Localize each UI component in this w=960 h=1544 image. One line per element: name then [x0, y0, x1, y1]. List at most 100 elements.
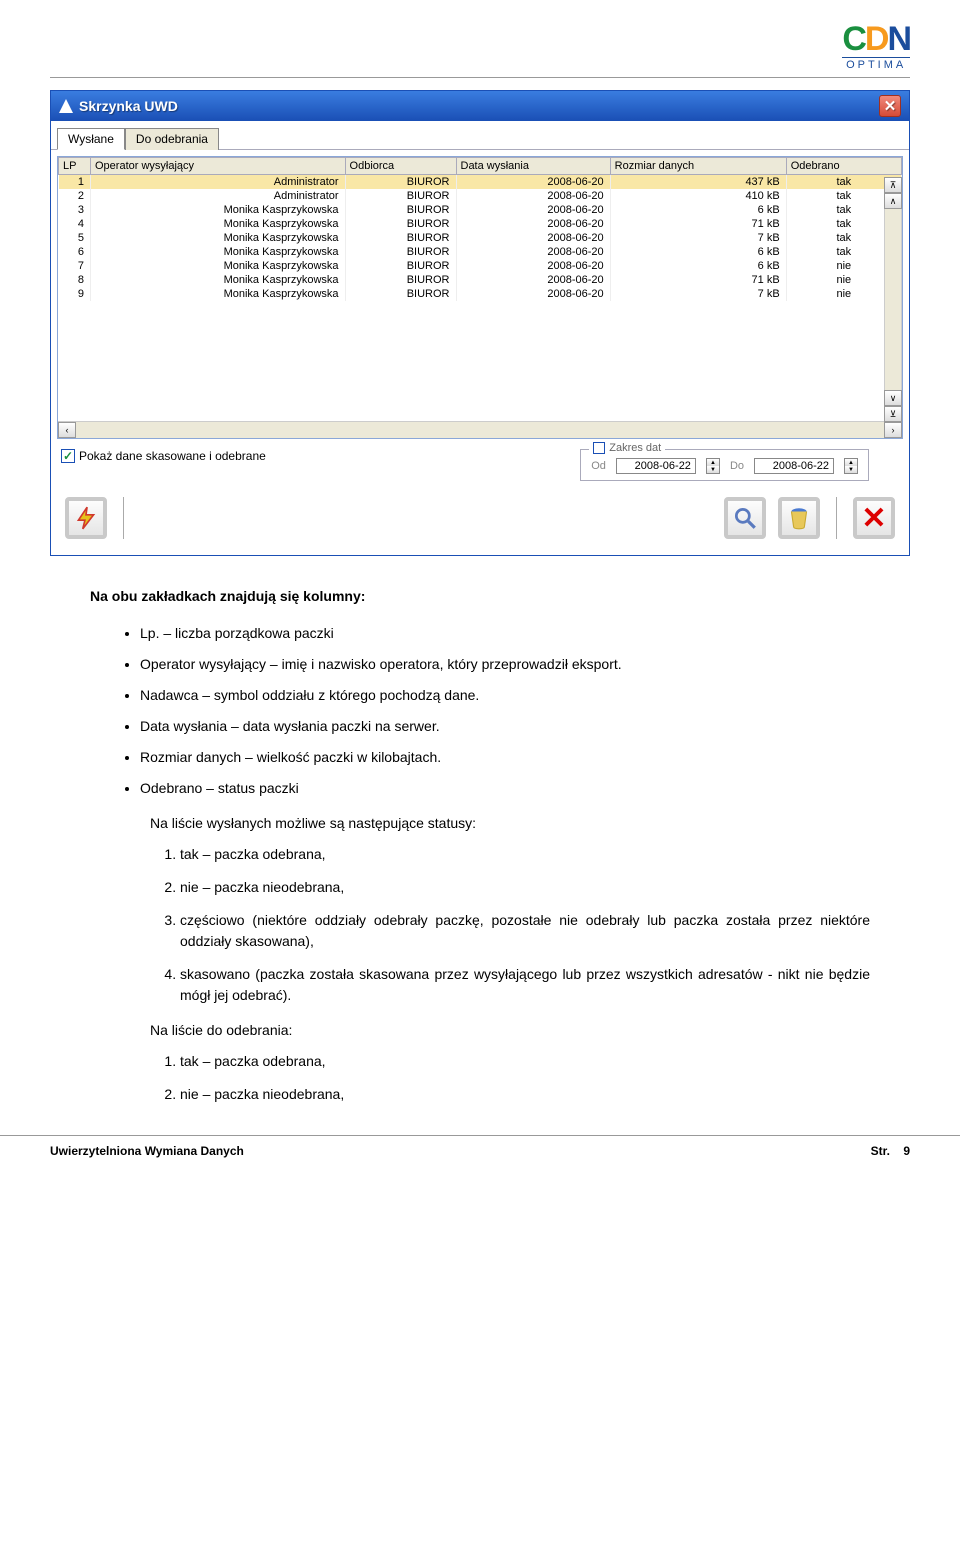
cell-data: 2008-06-20	[456, 203, 610, 217]
cell-roz: 71 kB	[610, 273, 786, 287]
status-item: częściowo (niektóre oddziały odebrały pa…	[180, 910, 870, 952]
checkbox-icon[interactable]: ✓	[61, 449, 75, 463]
cell-roz: 6 kB	[610, 259, 786, 273]
table-row[interactable]: 1AdministratorBIUROR2008-06-20437 kBtak	[59, 175, 902, 190]
status-item: nie – paczka nieodebrana,	[180, 1084, 870, 1105]
logo-part3: N	[887, 20, 910, 58]
bullet-item: Data wysłania – data wysłania paczki na …	[140, 716, 870, 737]
column-header[interactable]: Operator wysyłający	[91, 158, 346, 175]
logo-part2: D	[865, 20, 888, 58]
cell-op: Administrator	[91, 175, 346, 190]
footer-left: Uwierzytelniona Wymiana Danych	[50, 1144, 244, 1158]
cell-lp: 3	[59, 203, 91, 217]
bullet-item: Nadawca – symbol oddziału z którego poch…	[140, 685, 870, 706]
search-button[interactable]	[724, 497, 766, 539]
date-to-label: Do	[730, 460, 744, 472]
cell-data: 2008-06-20	[456, 217, 610, 231]
cell-roz: 6 kB	[610, 245, 786, 259]
date-from-input[interactable]: 2008-06-22	[616, 458, 696, 474]
status-item: tak – paczka odebrana,	[180, 844, 870, 865]
cell-lp: 8	[59, 273, 91, 287]
date-from-spinner[interactable]: ▲▼	[706, 458, 720, 474]
document-body: Na obu zakładkach znajdują się kolumny: …	[50, 586, 910, 1105]
cell-lp: 4	[59, 217, 91, 231]
logo: CDN OPTIMA	[842, 20, 910, 71]
table-row[interactable]: 4Monika KasprzykowskaBIUROR2008-06-2071 …	[59, 217, 902, 231]
bullet-item: Rozmiar danych – wielkość paczki w kilob…	[140, 747, 870, 768]
bullet-item: Lp. – liczba porządkowa paczki	[140, 623, 870, 644]
status-item: nie – paczka nieodebrana,	[180, 877, 870, 898]
table-row[interactable]: 5Monika KasprzykowskaBIUROR2008-06-207 k…	[59, 231, 902, 245]
cell-op: Monika Kasprzykowska	[91, 203, 346, 217]
scroll-top-icon[interactable]: ⊼	[884, 177, 902, 193]
cell-odb: BIUROR	[345, 203, 456, 217]
table-row[interactable]: 7Monika KasprzykowskaBIUROR2008-06-206 k…	[59, 259, 902, 273]
daterange-checkbox[interactable]	[593, 442, 605, 454]
bullet-item: Odebrano – status paczki	[140, 778, 870, 799]
cell-lp: 7	[59, 259, 91, 273]
data-table: LPOperator wysyłającyOdbiorcaData wysłan…	[57, 156, 903, 439]
page-header: CDN OPTIMA	[50, 20, 910, 78]
cell-data: 2008-06-20	[456, 245, 610, 259]
cell-lp: 2	[59, 189, 91, 203]
cell-op: Monika Kasprzykowska	[91, 217, 346, 231]
date-to-spinner[interactable]: ▲▼	[844, 458, 858, 474]
column-header[interactable]: Odebrano	[786, 158, 901, 175]
cell-op: Monika Kasprzykowska	[91, 287, 346, 301]
sublabel: Na liście wysłanych możliwe są następują…	[150, 813, 870, 834]
cell-data: 2008-06-20	[456, 189, 610, 203]
table-row[interactable]: 2AdministratorBIUROR2008-06-20410 kBtak	[59, 189, 902, 203]
cell-odb: BIUROR	[345, 231, 456, 245]
column-header[interactable]: Odbiorca	[345, 158, 456, 175]
cell-lp: 5	[59, 231, 91, 245]
cell-odb: BIUROR	[345, 273, 456, 287]
bullet-item: Operator wysyłający – imię i nazwisko op…	[140, 654, 870, 675]
window-skrzynka-uwd: Skrzynka UWD ✕ Wysłane Do odebrania LPOp…	[50, 90, 910, 556]
column-header[interactable]: Data wysłania	[456, 158, 610, 175]
titlebar-close-button[interactable]: ✕	[879, 95, 901, 117]
cell-odb: BIUROR	[345, 287, 456, 301]
table-row[interactable]: 8Monika KasprzykowskaBIUROR2008-06-2071 …	[59, 273, 902, 287]
close-icon: ✕	[861, 501, 886, 536]
titlebar[interactable]: Skrzynka UWD ✕	[51, 91, 909, 121]
delete-button[interactable]	[778, 497, 820, 539]
close-window-button[interactable]: ✕	[853, 497, 895, 539]
horizontal-scrollbar[interactable]: ‹ ›	[58, 421, 902, 438]
table-row[interactable]: 3Monika KasprzykowskaBIUROR2008-06-206 k…	[59, 203, 902, 217]
app-icon	[59, 99, 73, 113]
trash-icon	[786, 505, 812, 531]
cell-roz: 410 kB	[610, 189, 786, 203]
cell-op: Monika Kasprzykowska	[91, 231, 346, 245]
scroll-down-icon[interactable]: ∨	[884, 390, 902, 406]
scroll-left-icon[interactable]: ‹	[58, 422, 76, 438]
scroll-bottom-icon[interactable]: ⊻	[884, 406, 902, 422]
cell-data: 2008-06-20	[456, 259, 610, 273]
status-item: tak – paczka odebrana,	[180, 1051, 870, 1072]
column-header[interactable]: LP	[59, 158, 91, 175]
cell-roz: 7 kB	[610, 287, 786, 301]
logo-part1: C	[842, 20, 865, 58]
show-deleted-checkbox[interactable]: ✓ Pokaż dane skasowane i odebrane	[61, 449, 266, 463]
cell-data: 2008-06-20	[456, 175, 610, 190]
cell-op: Monika Kasprzykowska	[91, 259, 346, 273]
daterange-legend: Zakres dat	[609, 442, 661, 454]
refresh-button[interactable]	[65, 497, 107, 539]
intro-text: Na obu zakładkach znajdują się kolumny:	[90, 586, 870, 607]
cell-odb: BIUROR	[345, 259, 456, 273]
vertical-scrollbar[interactable]: ⊼ ∧ ∨ ⊻	[884, 177, 902, 422]
cell-roz: 7 kB	[610, 231, 786, 245]
cell-data: 2008-06-20	[456, 273, 610, 287]
table-row[interactable]: 9Monika KasprzykowskaBIUROR2008-06-207 k…	[59, 287, 902, 301]
column-header[interactable]: Rozmiar danych	[610, 158, 786, 175]
date-to-input[interactable]: 2008-06-22	[754, 458, 834, 474]
date-from-label: Od	[591, 460, 606, 472]
scroll-right-icon[interactable]: ›	[884, 422, 902, 438]
magnifier-icon	[732, 505, 758, 531]
tabs: Wysłane Do odebrania	[51, 121, 909, 150]
checkbox-label: Pokaż dane skasowane i odebrane	[79, 449, 266, 463]
tab-do-odebrania[interactable]: Do odebrania	[125, 128, 219, 150]
status-item: skasowano (paczka została skasowana prze…	[180, 964, 870, 1006]
table-row[interactable]: 6Monika KasprzykowskaBIUROR2008-06-206 k…	[59, 245, 902, 259]
scroll-up-icon[interactable]: ∧	[884, 193, 902, 209]
tab-wyslane[interactable]: Wysłane	[57, 128, 125, 150]
